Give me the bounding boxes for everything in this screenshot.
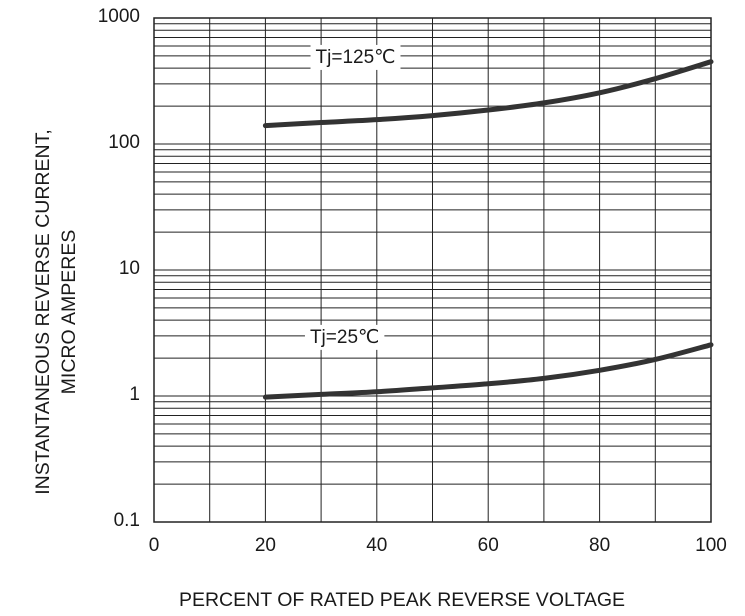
x-tick-label: 80 (589, 535, 610, 556)
y-axis-title: INSTANTANEOUS REVERSE CURRENT, MICRO AMP… (32, 129, 80, 495)
annotation-label-tj-125: Tj=125℃ (316, 47, 396, 68)
y-tick-label: 1000 (98, 6, 140, 27)
x-tick-labels: 0 20 40 60 80 100 (149, 535, 727, 556)
annotation-background (310, 44, 401, 70)
annotation-label-tj-25: Tj=25℃ (310, 327, 379, 348)
y-tick-label: 100 (108, 132, 140, 153)
y-tick-label: 10 (119, 258, 140, 279)
x-tick-label: 0 (149, 535, 160, 556)
series-lines (262, 59, 714, 400)
y-tick-label: 0.1 (114, 510, 140, 531)
x-tick-label: 40 (366, 535, 387, 556)
series-line-tj-125 (262, 59, 714, 129)
plot-border (153, 17, 712, 523)
x-axis-title: PERCENT OF RATED PEAK REVERSE VOLTAGE (179, 589, 625, 611)
x-tick-label: 60 (478, 535, 499, 556)
grid (153, 17, 712, 523)
series-line-tj-25 (262, 342, 714, 400)
y-axis-title-line-2: MICRO AMPERES (58, 230, 80, 395)
x-tick-label: 100 (695, 535, 727, 556)
y-tick-label: 1 (129, 384, 140, 405)
y-tick-labels: 0.1 1 10 100 1000 (98, 6, 140, 531)
y-axis-title-line-1: INSTANTANEOUS REVERSE CURRENT, (32, 129, 54, 495)
annotation-background (304, 324, 385, 350)
x-tick-label: 20 (255, 535, 276, 556)
annotations: Tj=125℃ Tj=25℃ (304, 44, 401, 350)
